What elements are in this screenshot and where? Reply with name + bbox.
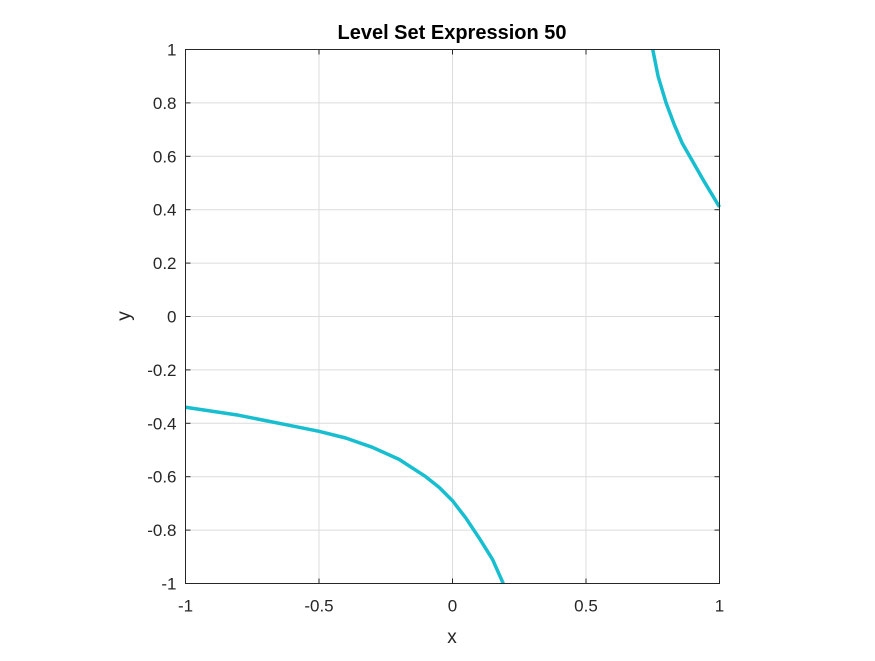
y-tick-label: -0.4 — [147, 414, 176, 433]
y-tick-label: 0.4 — [153, 201, 177, 220]
y-tick-label: 0.6 — [153, 147, 177, 166]
y-tick-label: 0 — [167, 308, 176, 327]
y-tick-label: -0.2 — [147, 361, 176, 380]
x-tick-label: 0.5 — [574, 597, 598, 616]
level-set-curve-2 — [651, 49, 722, 208]
x-tick-labels: -1 -0.5 0 0.5 1 — [178, 597, 724, 616]
x-tick-label: 0 — [448, 597, 457, 616]
y-tick-label: -1 — [161, 575, 176, 594]
y-tick-label: 0.8 — [153, 94, 177, 113]
level-set-curve-1 — [185, 405, 505, 585]
x-tick-label: -1 — [178, 597, 193, 616]
axis-ticks — [185, 49, 720, 584]
y-axis-label: y — [114, 311, 135, 321]
y-tick-label: -0.6 — [147, 468, 176, 487]
y-tick-label: -0.8 — [147, 521, 176, 540]
y-tick-labels: -1 -0.8 -0.6 -0.4 -0.2 0 0.2 0.4 0.6 0.8 1 — [147, 41, 176, 594]
chart-title: Level Set Expression 50 — [337, 22, 566, 44]
x-axis-label: x — [447, 627, 457, 648]
x-tick-label: -0.5 — [304, 597, 333, 616]
y-tick-label: 0.2 — [153, 254, 177, 273]
x-tick-label: 1 — [715, 597, 724, 616]
plot-curves — [185, 49, 722, 585]
y-tick-label: 1 — [167, 41, 176, 60]
